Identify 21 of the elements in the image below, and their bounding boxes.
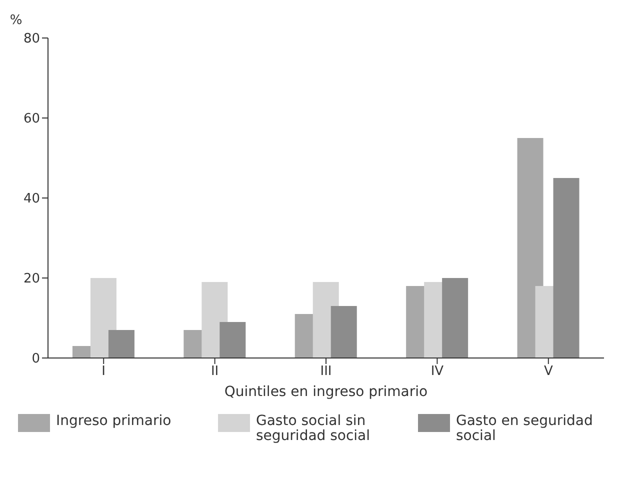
bar <box>517 138 544 358</box>
bar <box>220 322 246 358</box>
legend-label: Gasto en seguridad social <box>456 413 594 444</box>
y-tick-label: 60 <box>23 112 40 127</box>
x-tick-label: II <box>210 364 219 380</box>
y-tick-label: 20 <box>23 272 40 287</box>
x-tick-label: V <box>544 364 553 380</box>
x-tick-label: I <box>102 364 106 380</box>
x-axis-title: Quintiles en ingreso primario <box>224 384 428 400</box>
y-axis-title: % <box>10 13 22 28</box>
bar <box>108 330 134 358</box>
legend-label: Ingreso primario <box>56 413 172 429</box>
x-tick-label: IV <box>430 364 444 380</box>
y-tick-label: 0 <box>32 352 40 367</box>
y-tick-label: 80 <box>23 32 40 47</box>
legend-label: Gasto social sin seguridad social <box>256 413 372 444</box>
y-tick-label: 40 <box>23 192 40 207</box>
bar <box>553 178 580 358</box>
bar <box>330 306 357 358</box>
x-tick-label: III <box>320 364 332 380</box>
bar <box>442 278 468 358</box>
